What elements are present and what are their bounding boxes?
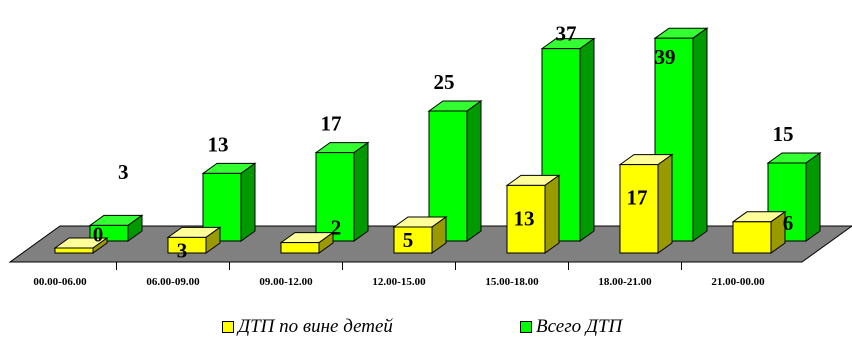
bar-front: [506, 184, 546, 254]
data-label: 0: [93, 222, 104, 246]
data-label: 3: [177, 238, 188, 262]
tick-labels-group: 00.00-06.00 06.00-09.00 09.00-12.00 12.00-1…: [33, 262, 765, 288]
bar-front: [315, 152, 355, 242]
bar-side: [657, 153, 673, 254]
data-label: 17: [321, 112, 342, 136]
bar-side: [466, 100, 482, 242]
bar-side: [544, 174, 560, 254]
bars-group: [53, 27, 822, 254]
bar-front: [732, 221, 772, 254]
data-label: 37: [556, 22, 577, 46]
data-label: 13: [514, 206, 535, 230]
data-label: 6: [783, 211, 794, 235]
data-label: 3: [118, 160, 129, 184]
bar-side: [353, 141, 369, 242]
bar-children-09.00-12.00: [279, 231, 335, 254]
bar-children-00.00-06.00: [53, 237, 109, 254]
bar-side: [240, 162, 256, 242]
category-tick-label: 00.00-06.00: [33, 276, 87, 288]
bar-front: [619, 164, 659, 254]
legend-label-children: ДТП по вине детей: [238, 316, 393, 337]
data-label: 15: [773, 122, 794, 146]
bar-front: [280, 242, 320, 254]
bar-children-21.00-00.00: [731, 210, 787, 254]
legend: ДТП по вине детей Всего ДТП: [0, 316, 852, 340]
bar-children-18.00-21.00: [618, 153, 674, 254]
data-label: 17: [627, 186, 648, 210]
data-label: 39: [655, 45, 676, 69]
data-label: 25: [434, 70, 455, 94]
legend-item-total: Всего ДТП: [520, 316, 622, 338]
legend-item-children: ДТП по вине детей: [222, 316, 393, 338]
data-label: 2: [331, 216, 342, 240]
data-label: 13: [208, 132, 229, 156]
category-tick-label: 06.00-09.00: [146, 276, 200, 288]
bar-side: [579, 37, 595, 242]
bar-front: [54, 247, 94, 254]
bar-front: [393, 226, 433, 254]
bar-total-06.00-09.00: [201, 162, 257, 242]
bar-side: [692, 27, 708, 242]
bar-total-09.00-12.00: [314, 141, 370, 242]
legend-label-total: Всего ДТП: [536, 316, 623, 337]
bar-front: [541, 48, 581, 242]
bar-front: [167, 236, 207, 254]
category-tick-label: 18.00-21.00: [598, 276, 652, 288]
bar-children-15.00-18.00: [505, 174, 561, 254]
category-tick-label: 12.00-15.00: [372, 276, 426, 288]
bar-front: [89, 224, 129, 242]
bar-total-00.00-06.00: [88, 214, 144, 242]
bar-total-15.00-18.00: [540, 37, 596, 242]
legend-swatch-yellow: [222, 321, 234, 333]
data-label: 5: [403, 228, 414, 252]
bar-children-06.00-09.00: [166, 226, 222, 254]
category-tick-label: 09.00-12.00: [259, 276, 313, 288]
legend-swatch-green: [520, 321, 532, 333]
category-tick-label: 21.00-00.00: [711, 276, 765, 288]
bar-children-12.00-15.00: [392, 216, 448, 254]
category-tick-label: 15.00-18.00: [485, 276, 539, 288]
bar-side: [805, 152, 821, 242]
